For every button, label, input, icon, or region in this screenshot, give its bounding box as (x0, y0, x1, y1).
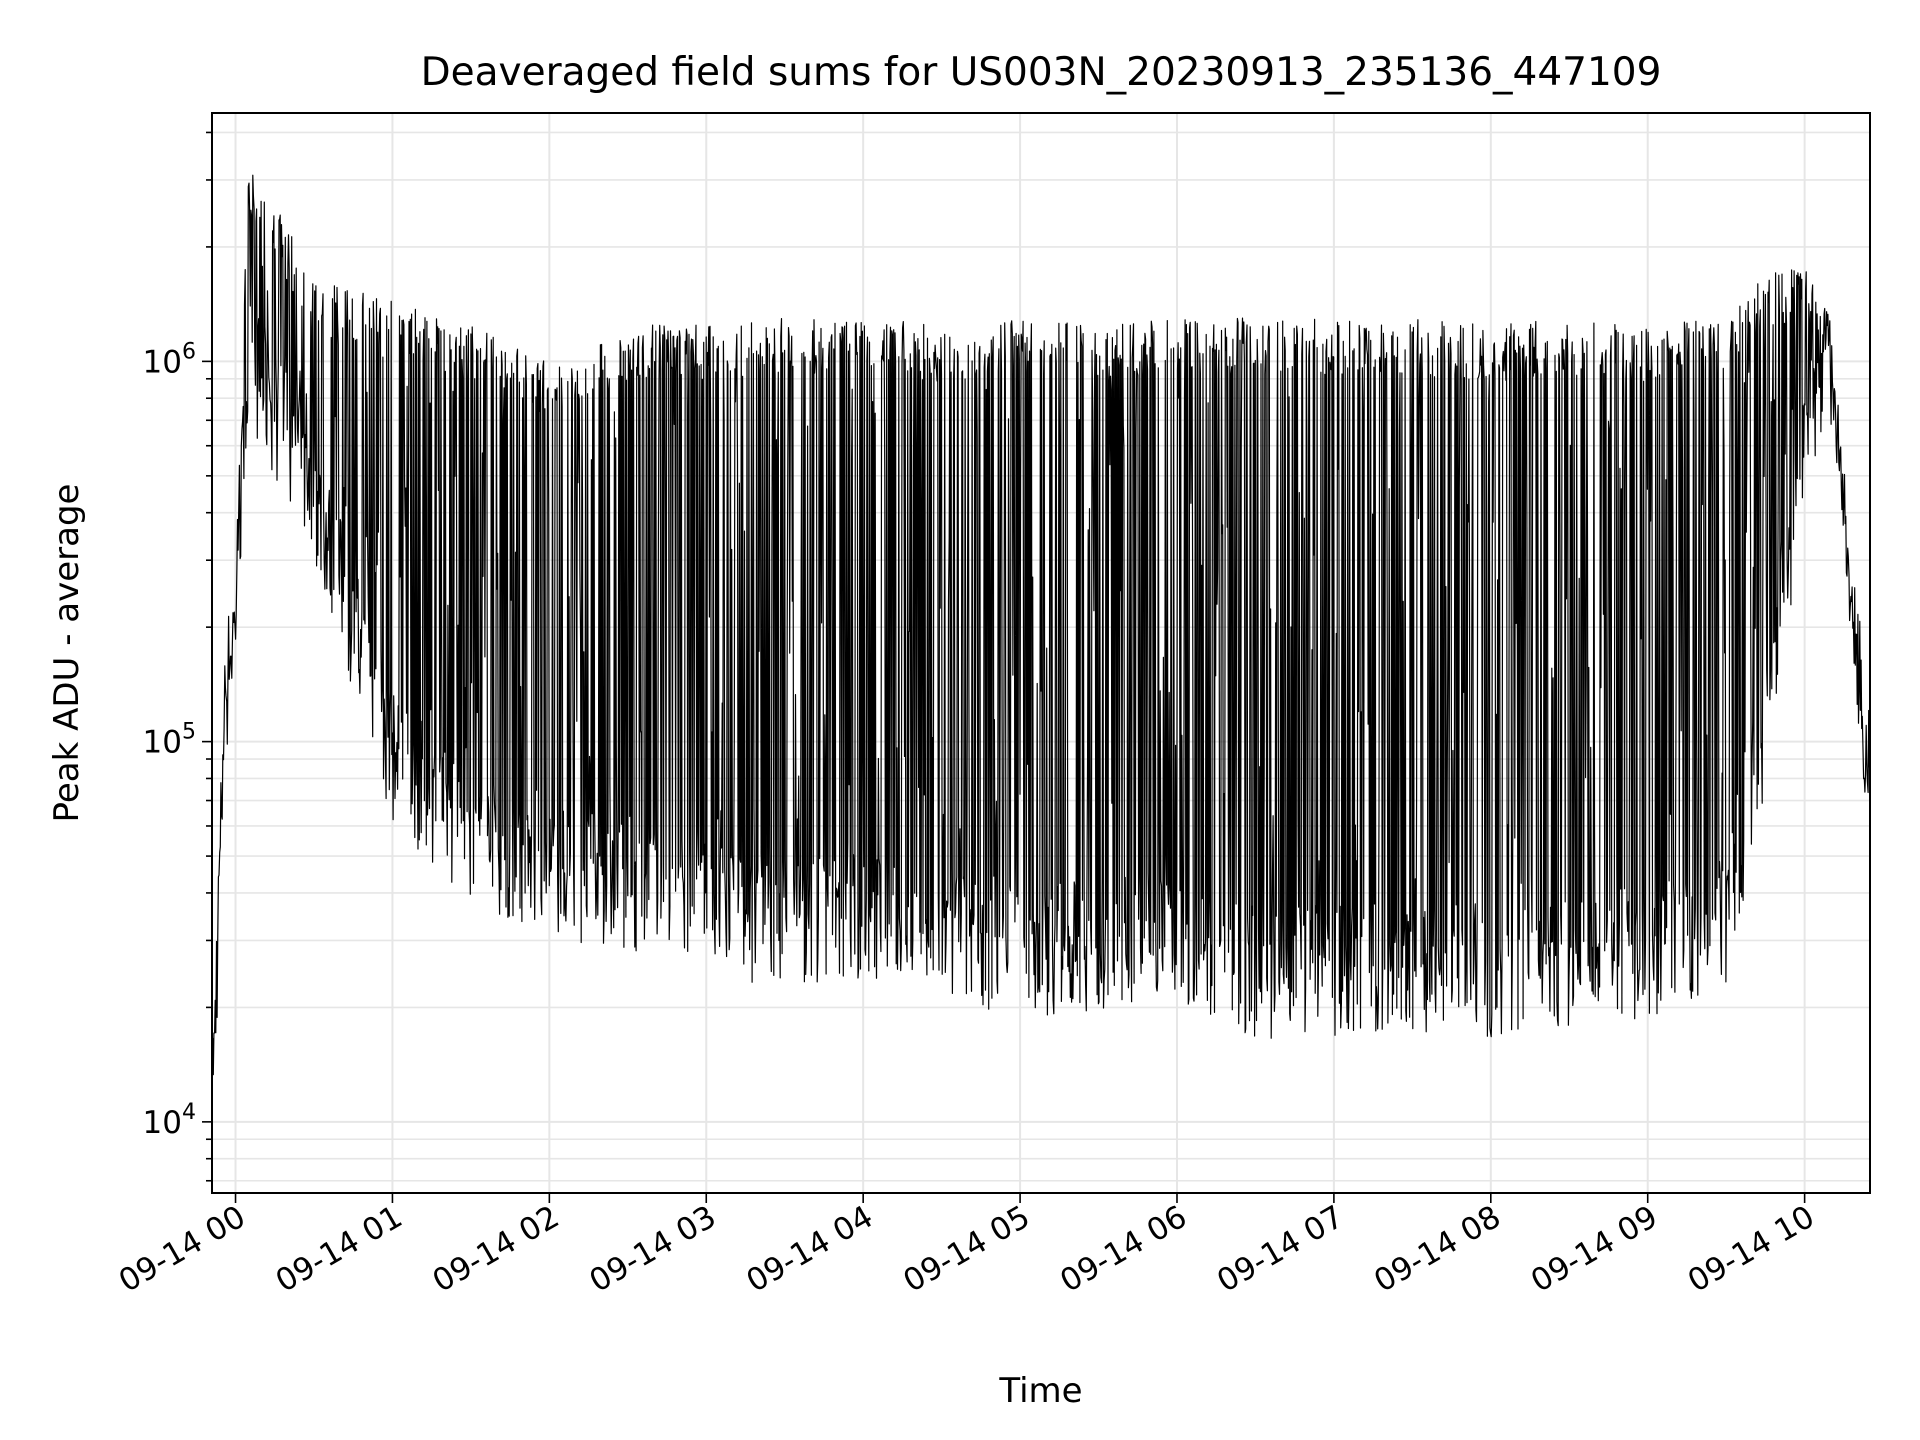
chart-title: Deaveraged field sums for US003N_2023091… (421, 50, 1662, 95)
y-axis-label: Peak ADU - average (47, 484, 87, 823)
y-tick-label: 104 (143, 1100, 196, 1141)
y-tick-label: 105 (143, 720, 196, 761)
data-series (211, 174, 1871, 1097)
y-tick-label: 106 (143, 339, 196, 380)
y-axis: 104 105 106 (143, 131, 212, 1182)
plot-frame (211, 112, 1871, 1194)
series-line (211, 174, 1871, 1097)
x-axis-label: Time (998, 1371, 1082, 1411)
